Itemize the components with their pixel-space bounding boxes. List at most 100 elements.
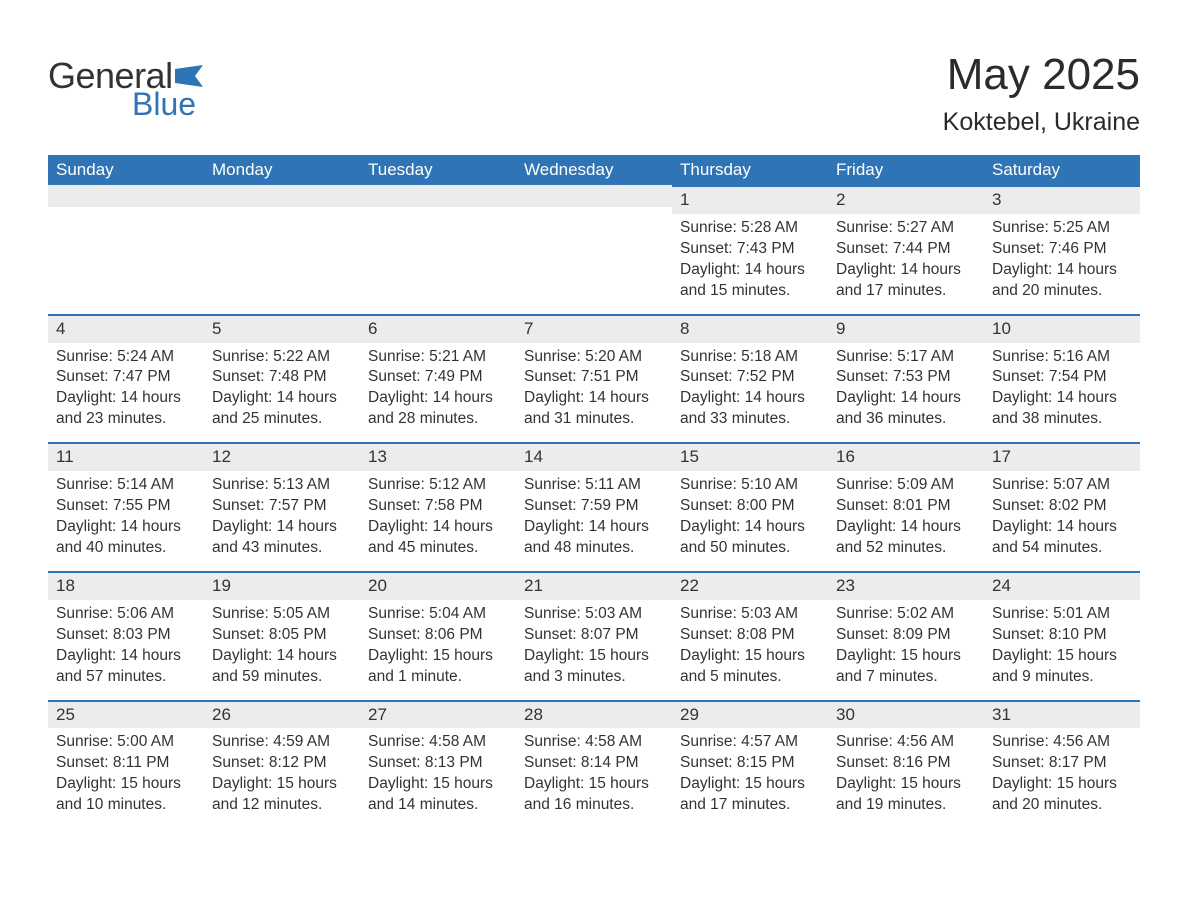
day-number-bar: 9	[828, 314, 984, 343]
day-cell: 12Sunrise: 5:13 AMSunset: 7:57 PMDayligh…	[204, 442, 360, 571]
day-number-bar: 3	[984, 185, 1140, 214]
sunrise-line: Sunrise: 5:21 AM	[368, 347, 508, 368]
sunrise-line: Sunrise: 4:56 AM	[992, 732, 1132, 753]
location-subtitle: Koktebel, Ukraine	[943, 108, 1140, 137]
sunrise-line: Sunrise: 5:24 AM	[56, 347, 196, 368]
sunset-line: Sunset: 8:10 PM	[992, 625, 1132, 646]
daylight-line-2: and 54 minutes.	[992, 538, 1132, 559]
dow-cell: Thursday	[672, 155, 828, 185]
daylight-line-2: and 40 minutes.	[56, 538, 196, 559]
daylight-line-2: and 20 minutes.	[992, 795, 1132, 816]
daylight-line-2: and 17 minutes.	[680, 795, 820, 816]
day-cell: 3Sunrise: 5:25 AMSunset: 7:46 PMDaylight…	[984, 185, 1140, 314]
day-number-bar: 11	[48, 442, 204, 471]
day-cell: 22Sunrise: 5:03 AMSunset: 8:08 PMDayligh…	[672, 571, 828, 700]
day-cell: 28Sunrise: 4:58 AMSunset: 8:14 PMDayligh…	[516, 700, 672, 829]
sunrise-line: Sunrise: 5:13 AM	[212, 475, 352, 496]
sunset-line: Sunset: 7:57 PM	[212, 496, 352, 517]
daylight-line-2: and 38 minutes.	[992, 409, 1132, 430]
daylight-line-1: Daylight: 15 hours	[368, 646, 508, 667]
daylight-line-1: Daylight: 15 hours	[836, 774, 976, 795]
sunset-line: Sunset: 7:51 PM	[524, 367, 664, 388]
daylight-line-2: and 10 minutes.	[56, 795, 196, 816]
day-number-bar: 26	[204, 700, 360, 729]
sunrise-line: Sunrise: 5:25 AM	[992, 218, 1132, 239]
daylight-line-1: Daylight: 14 hours	[368, 388, 508, 409]
daylight-line-2: and 43 minutes.	[212, 538, 352, 559]
daylight-line-1: Daylight: 14 hours	[212, 646, 352, 667]
day-body: Sunrise: 4:57 AMSunset: 8:15 PMDaylight:…	[672, 732, 828, 816]
day-body: Sunrise: 5:28 AMSunset: 7:43 PMDaylight:…	[672, 218, 828, 302]
day-number-bar: 29	[672, 700, 828, 729]
day-number-bar: 4	[48, 314, 204, 343]
day-cell: 15 Sunrise: 5:10 AMSunset: 8:00 PMDayligh…	[672, 442, 828, 571]
sunset-line: Sunset: 8:12 PM	[212, 753, 352, 774]
day-number-bar	[516, 185, 672, 207]
day-number-bar: 20	[360, 571, 516, 600]
daylight-line-1: Daylight: 14 hours	[56, 646, 196, 667]
sunrise-line: Sunrise: 5:18 AM	[680, 347, 820, 368]
day-number-bar: 13	[360, 442, 516, 471]
sunset-line: Sunset: 8:06 PM	[368, 625, 508, 646]
day-number-bar: 24	[984, 571, 1140, 600]
sunset-line: Sunset: 7:58 PM	[368, 496, 508, 517]
sunrise-line: Sunrise: 5:20 AM	[524, 347, 664, 368]
day-body: Sunrise: 5:09 AMSunset: 8:01 PMDaylight:…	[828, 475, 984, 559]
dow-cell: Monday	[204, 155, 360, 185]
day-body: Sunrise: 5:10 AMSunset: 8:00 PMDaylight:…	[672, 475, 828, 559]
day-number-bar: 6	[360, 314, 516, 343]
sunset-line: Sunset: 8:17 PM	[992, 753, 1132, 774]
day-cell: 18Sunrise: 5:06 AMSunset: 8:03 PMDayligh…	[48, 571, 204, 700]
daylight-line-1: Daylight: 14 hours	[992, 260, 1132, 281]
day-cell: 2Sunrise: 5:27 AMSunset: 7:44 PMDaylight…	[828, 185, 984, 314]
day-number-bar: 22	[672, 571, 828, 600]
sunset-line: Sunset: 7:53 PM	[836, 367, 976, 388]
sunrise-line: Sunrise: 5:04 AM	[368, 604, 508, 625]
day-cell: 29 Sunrise: 4:57 AMSunset: 8:15 PMDayligh…	[672, 700, 828, 829]
sunrise-line: Sunrise: 5:01 AM	[992, 604, 1132, 625]
daylight-line-1: Daylight: 14 hours	[524, 388, 664, 409]
day-number-bar: 15	[672, 442, 828, 471]
daylight-line-2: and 15 minutes.	[680, 281, 820, 302]
day-body: Sunrise: 5:02 AMSunset: 8:09 PMDaylight:…	[828, 604, 984, 688]
sunrise-line: Sunrise: 5:11 AM	[524, 475, 664, 496]
day-number-bar: 23	[828, 571, 984, 600]
sunrise-line: Sunrise: 5:02 AM	[836, 604, 976, 625]
daylight-line-2: and 45 minutes.	[368, 538, 508, 559]
daylight-line-2: and 7 minutes.	[836, 667, 976, 688]
days-of-week-header: SundayMondayTuesdayWednesdayThursdayFrid…	[48, 155, 1140, 185]
day-number-bar: 8	[672, 314, 828, 343]
day-body: Sunrise: 5:17 AMSunset: 7:53 PMDaylight:…	[828, 347, 984, 431]
sunrise-line: Sunrise: 5:03 AM	[680, 604, 820, 625]
day-body: Sunrise: 5:01 AMSunset: 8:10 PMDaylight:…	[984, 604, 1140, 688]
day-cell	[48, 185, 204, 314]
day-cell: 26 Sunrise: 4:59 AMSunset: 8:12 PMDayligh…	[204, 700, 360, 829]
brand-name-part2: Blue	[132, 88, 203, 120]
day-cell: 8Sunrise: 5:18 AMSunset: 7:52 PMDaylight…	[672, 314, 828, 443]
day-number-bar: 17	[984, 442, 1140, 471]
header-row: General Blue May 2025 Koktebel, Ukraine	[48, 40, 1140, 137]
daylight-line-1: Daylight: 15 hours	[212, 774, 352, 795]
daylight-line-1: Daylight: 14 hours	[836, 388, 976, 409]
week-row: 11Sunrise: 5:14 AMSunset: 7:55 PMDayligh…	[48, 442, 1140, 571]
page: General Blue May 2025 Koktebel, Ukraine …	[0, 0, 1188, 918]
sunrise-line: Sunrise: 5:09 AM	[836, 475, 976, 496]
day-number-bar	[204, 185, 360, 207]
day-body: Sunrise: 5:11 AMSunset: 7:59 PMDaylight:…	[516, 475, 672, 559]
daylight-line-2: and 57 minutes.	[56, 667, 196, 688]
day-cell: 7Sunrise: 5:20 AMSunset: 7:51 PMDaylight…	[516, 314, 672, 443]
day-number-bar: 25	[48, 700, 204, 729]
daylight-line-1: Daylight: 15 hours	[992, 774, 1132, 795]
day-body: Sunrise: 5:05 AMSunset: 8:05 PMDaylight:…	[204, 604, 360, 688]
day-body	[48, 211, 204, 291]
day-body	[516, 211, 672, 291]
day-body: Sunrise: 5:07 AMSunset: 8:02 PMDaylight:…	[984, 475, 1140, 559]
daylight-line-1: Daylight: 14 hours	[368, 517, 508, 538]
week-row: 1Sunrise: 5:28 AMSunset: 7:43 PMDaylight…	[48, 185, 1140, 314]
day-body: Sunrise: 5:12 AMSunset: 7:58 PMDaylight:…	[360, 475, 516, 559]
day-body: Sunrise: 5:27 AMSunset: 7:44 PMDaylight:…	[828, 218, 984, 302]
sunrise-line: Sunrise: 4:59 AM	[212, 732, 352, 753]
daylight-line-1: Daylight: 14 hours	[836, 517, 976, 538]
sunset-line: Sunset: 7:47 PM	[56, 367, 196, 388]
sunrise-line: Sunrise: 4:56 AM	[836, 732, 976, 753]
